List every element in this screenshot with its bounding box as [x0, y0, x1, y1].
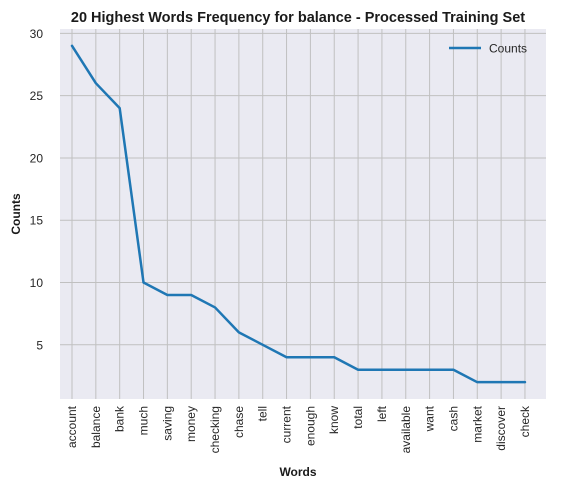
series-line-counts	[70, 44, 527, 384]
x-tick-label: cash	[446, 406, 460, 431]
y-tick-label: 5	[36, 338, 43, 352]
y-tick-label: 25	[30, 89, 44, 103]
grid	[60, 29, 546, 399]
x-tick-label: available	[399, 406, 413, 454]
x-tick-label: much	[137, 406, 151, 435]
x-tick-label: know	[327, 406, 341, 434]
x-axis-ticks: account balance bank much saving money checkin…	[65, 405, 532, 453]
plot-area	[60, 29, 546, 399]
x-tick-label: chase	[232, 406, 246, 438]
x-tick-label: discover	[494, 406, 508, 451]
series-layer	[70, 44, 527, 384]
x-tick-label: left	[375, 405, 389, 422]
x-tick-label: want	[423, 405, 437, 432]
chart-title: 20 Highest Words Frequency for balance -…	[71, 10, 525, 26]
y-tick-label: 30	[30, 27, 44, 41]
x-tick-label: account	[65, 405, 79, 448]
y-tick-label: 20	[30, 151, 44, 165]
x-tick-label: checking	[208, 406, 222, 453]
y-axis-ticks: 5 10 15 20 25 30	[30, 27, 44, 352]
legend-label-counts: Counts	[489, 42, 527, 56]
x-tick-label: tell	[256, 406, 270, 421]
x-tick-label: check	[518, 405, 532, 437]
x-tick-label: balance	[89, 406, 103, 448]
x-tick-label: current	[280, 405, 294, 443]
x-tick-label: bank	[113, 405, 127, 432]
legend: Counts	[449, 42, 527, 56]
y-tick-label: 10	[30, 276, 44, 290]
x-tick-label: total	[351, 406, 365, 429]
y-axis-label: Counts	[9, 193, 23, 235]
x-tick-label: money	[184, 406, 198, 442]
y-tick-label: 15	[30, 214, 44, 228]
x-tick-label: enough	[303, 406, 317, 446]
x-tick-label: saving	[160, 406, 174, 441]
x-axis-label: Words	[279, 465, 316, 479]
x-tick-label: market	[470, 405, 484, 442]
